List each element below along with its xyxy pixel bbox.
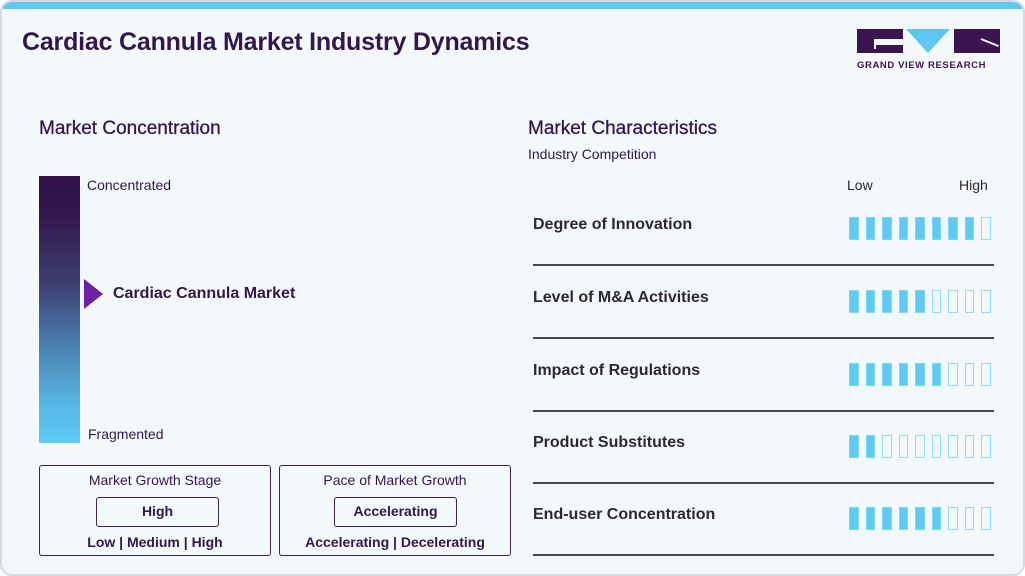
rating-bar-empty [981,435,991,458]
rating-bar-filled [948,217,958,240]
concentration-gradient-bar [39,176,80,443]
growth-stage-value: High [96,497,219,527]
rating-bar-filled [849,217,859,240]
characteristic-label: End-user Concentration [533,506,716,523]
page-title: Cardiac Cannula Market Industry Dynamics [22,28,530,56]
rating-bar-filled [915,217,925,240]
market-growth-stage-box: Market Growth Stage High Low | Medium | … [39,465,271,556]
rating-bar-empty [981,290,991,313]
rating-bar-filled [898,363,908,386]
rating-bar-empty [948,435,958,458]
rating-bar-empty [948,363,958,386]
scale-low-label: Low [847,177,873,193]
rating-bar-filled [931,363,941,386]
growth-stage-title: Market Growth Stage [88,472,222,488]
logo-mark-icon [857,29,1000,53]
grand-view-research-logo: GRAND VIEW RESEARCH [857,29,1000,71]
rating-bar-filled [865,435,875,458]
market-characteristics-title: Market Characteristics [528,118,717,139]
rating-bar-empty [931,435,941,458]
rating-bar-empty [898,435,908,458]
rating-bar-filled [898,507,908,530]
rating-bar-filled [915,363,925,386]
rating-bars [849,217,991,240]
scale-high-label: High [959,177,988,193]
row-divider [533,482,994,484]
characteristic-label: Degree of Innovation [533,216,693,233]
rating-bar-filled [849,363,859,386]
rating-bar-filled [849,290,859,313]
rating-bar-filled [915,507,925,530]
growth-pace-options: Accelerating | Decelerating [305,534,485,550]
rating-bar-filled [865,217,875,240]
characteristic-label: Product Substitutes [533,434,686,451]
rating-bar-filled [849,435,859,458]
growth-stage-options: Low | Medium | High [87,534,223,550]
rating-bar-filled [915,290,925,313]
market-concentration-title: Market Concentration [39,118,221,139]
rating-bars [849,290,991,313]
row-divider [533,337,994,339]
market-pointer-icon [84,279,103,309]
rating-bar-empty [948,507,958,530]
rating-bar-filled [898,217,908,240]
growth-pace-title: Pace of Market Growth [323,472,467,488]
characteristic-label: Impact of Regulations [533,362,701,379]
rating-bar-filled [964,217,974,240]
rating-bar-filled [882,507,892,530]
rating-bars [849,435,991,458]
rating-bar-empty [981,363,991,386]
growth-pace-value: Accelerating [334,497,457,527]
row-divider [533,410,994,412]
rating-bar-empty [931,290,941,313]
rating-bar-empty [964,363,974,386]
row-divider [533,264,994,266]
characteristic-label: Level of M&A Activities [533,289,709,306]
rating-bar-filled [931,217,941,240]
rating-bar-empty [981,507,991,530]
rating-bar-filled [882,217,892,240]
pace-of-growth-box: Pace of Market Growth Accelerating Accel… [279,465,511,556]
rating-bar-empty [915,435,925,458]
market-position-label: Cardiac Cannula Market [113,285,296,302]
industry-competition-subtitle: Industry Competition [528,146,657,162]
rating-bar-filled [882,290,892,313]
logo-text: GRAND VIEW RESEARCH [857,60,987,71]
rating-bar-empty [964,290,974,313]
rating-bar-empty [964,507,974,530]
rating-bar-filled [865,290,875,313]
rating-bar-empty [964,435,974,458]
fragmented-label: Fragmented [88,426,164,442]
rating-bar-empty [981,217,991,240]
rating-bar-empty [948,290,958,313]
rating-bar-empty [882,435,892,458]
rating-bar-filled [865,363,875,386]
concentrated-label: Concentrated [87,177,172,193]
rating-bars [849,363,991,386]
rating-bar-filled [882,363,892,386]
rating-bar-filled [865,507,875,530]
rating-bar-filled [898,290,908,313]
rating-bar-filled [931,507,941,530]
accent-top-bar [2,2,1023,9]
rating-bar-filled [849,507,859,530]
row-divider [533,554,994,556]
rating-bars [849,507,991,530]
